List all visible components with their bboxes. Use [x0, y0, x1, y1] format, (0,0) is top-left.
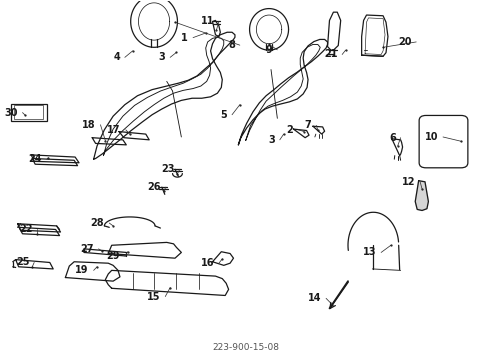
Text: 223-900-15-08: 223-900-15-08 — [212, 343, 279, 352]
Text: 29: 29 — [106, 251, 120, 261]
Text: 2: 2 — [287, 125, 294, 135]
Text: 9: 9 — [266, 45, 272, 55]
Text: 25: 25 — [16, 257, 29, 267]
Bar — [11, 104, 48, 121]
Text: 27: 27 — [80, 244, 94, 254]
Text: 14: 14 — [308, 293, 321, 303]
Text: 4: 4 — [113, 52, 120, 62]
Text: 17: 17 — [107, 125, 121, 135]
Text: 7: 7 — [305, 121, 312, 130]
Text: 23: 23 — [162, 164, 175, 174]
Text: 12: 12 — [402, 177, 415, 187]
Text: 15: 15 — [147, 292, 160, 302]
Text: 8: 8 — [228, 40, 235, 50]
Polygon shape — [415, 181, 428, 211]
Text: 20: 20 — [398, 37, 411, 47]
Bar — [14, 105, 44, 119]
Text: 19: 19 — [75, 265, 89, 275]
Text: 3: 3 — [159, 52, 165, 62]
Text: 1: 1 — [181, 33, 188, 42]
Text: 26: 26 — [147, 182, 161, 192]
Text: 5: 5 — [220, 110, 227, 120]
Text: 21: 21 — [324, 49, 337, 59]
Text: 22: 22 — [19, 225, 32, 234]
Text: 28: 28 — [91, 218, 104, 228]
Text: 6: 6 — [389, 133, 396, 143]
Text: 11: 11 — [200, 17, 214, 27]
Text: 10: 10 — [425, 132, 438, 142]
Text: 16: 16 — [200, 258, 214, 268]
Text: 30: 30 — [4, 108, 18, 118]
Text: 24: 24 — [28, 154, 42, 164]
Text: 18: 18 — [82, 120, 96, 130]
Text: 13: 13 — [363, 247, 376, 257]
Text: 3: 3 — [268, 135, 275, 145]
